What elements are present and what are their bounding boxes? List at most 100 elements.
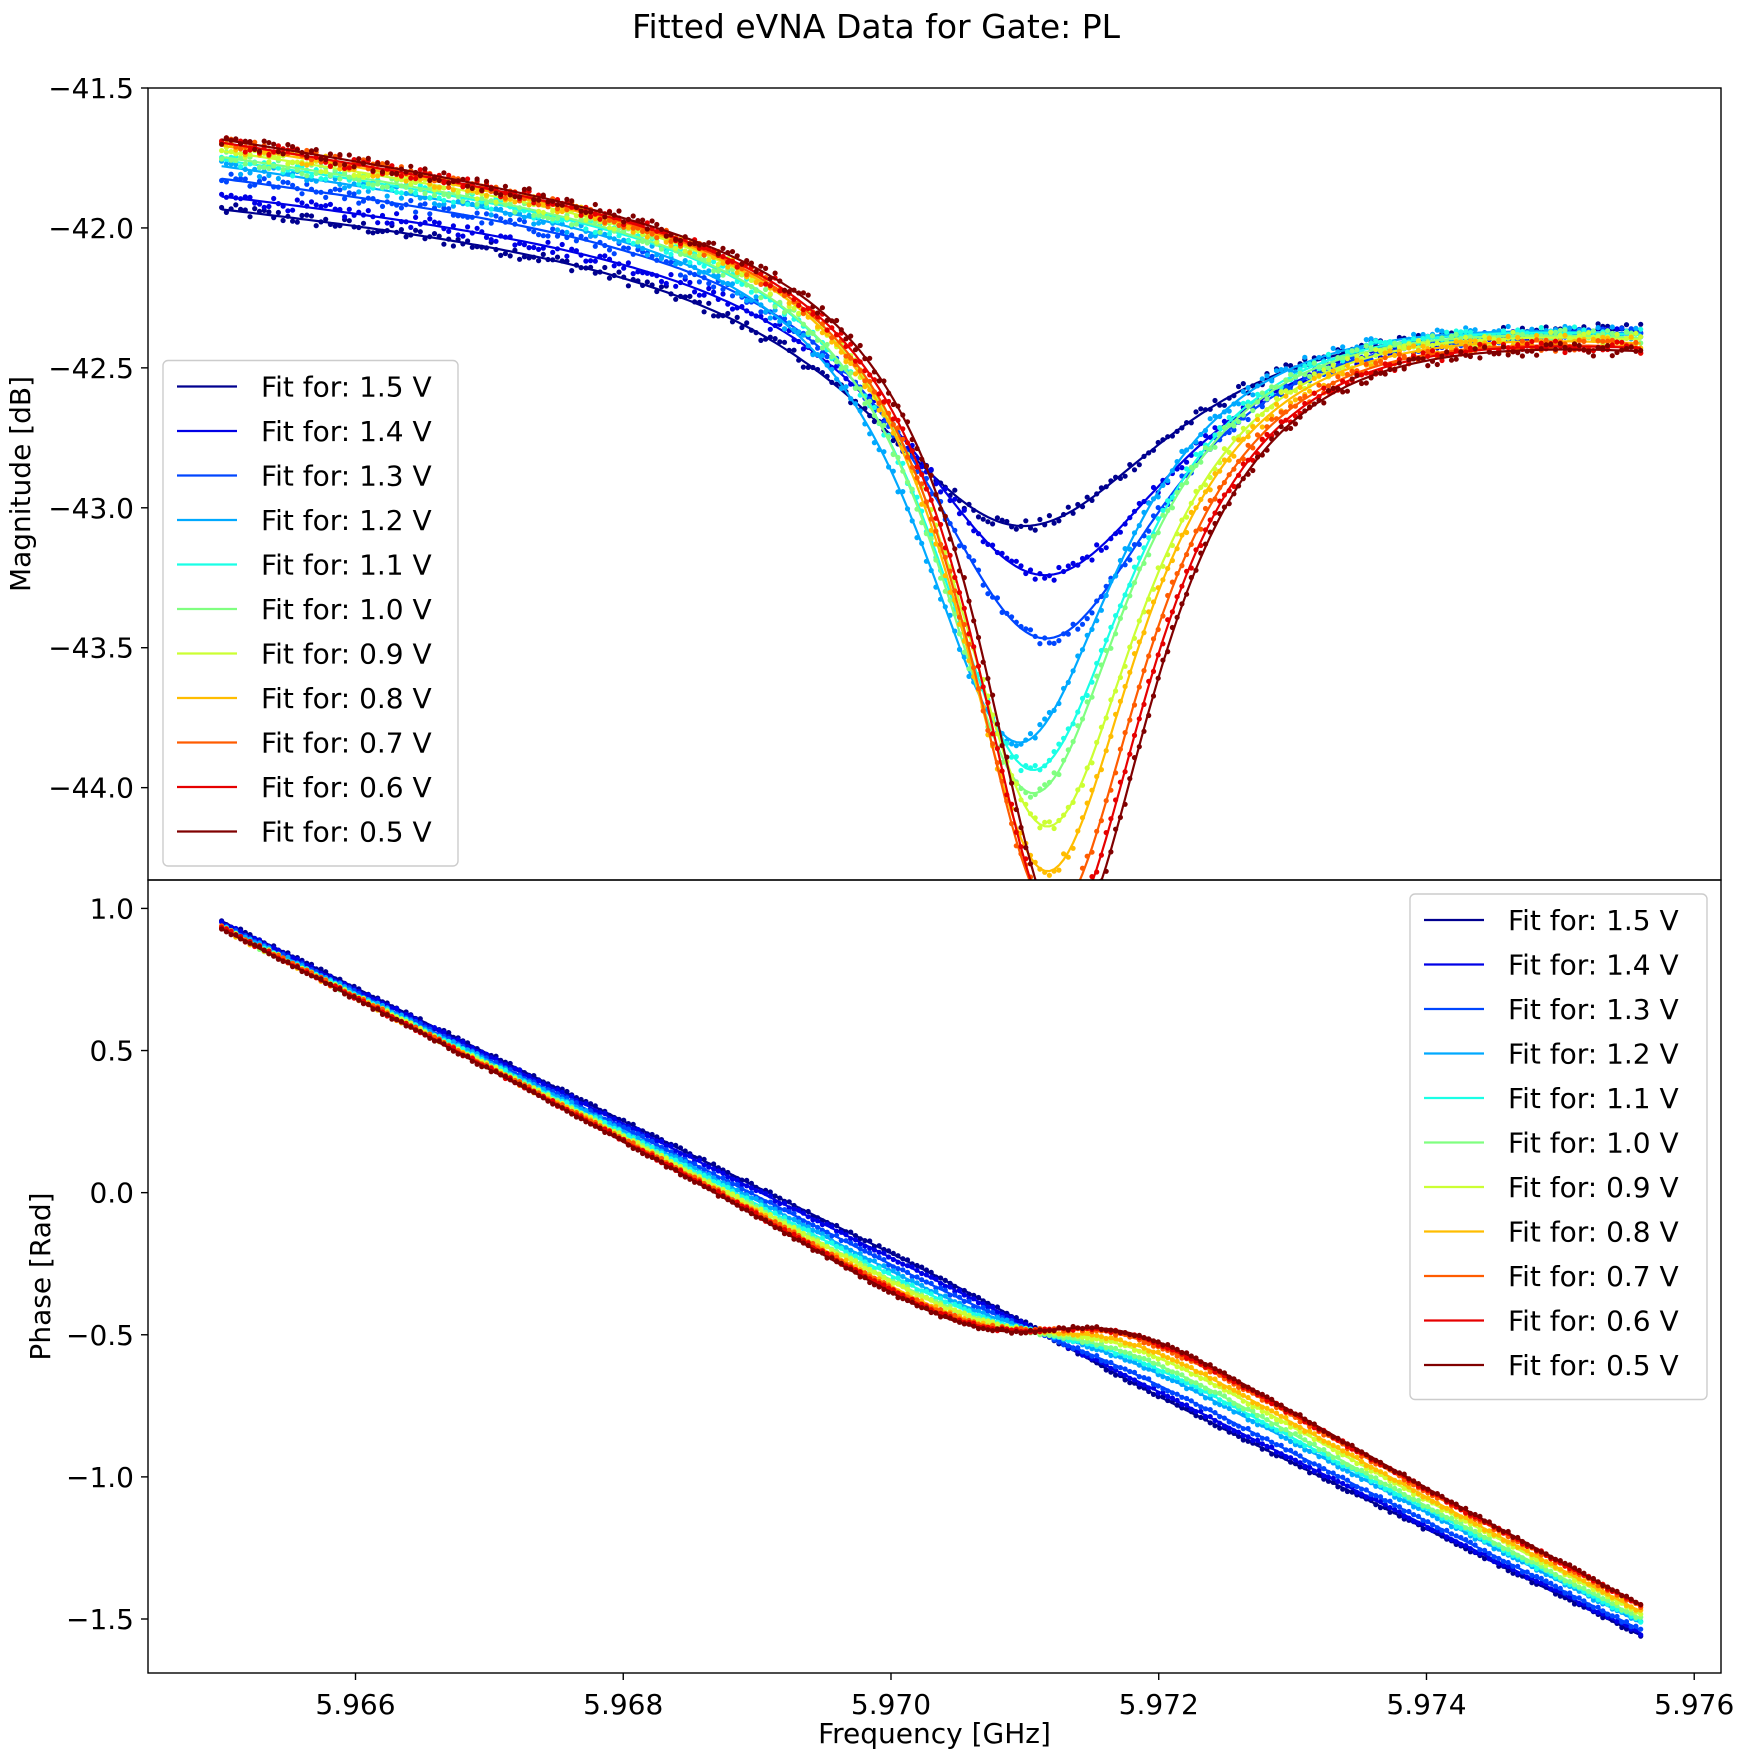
magnitude-point <box>379 169 386 175</box>
magnitude-point <box>1288 425 1294 431</box>
magnitude-point <box>1127 557 1133 563</box>
magnitude-legend-frame <box>162 359 459 867</box>
magnitude-point <box>980 516 986 522</box>
magnitude-point <box>819 345 826 351</box>
magnitude-point <box>1051 577 1057 583</box>
magnitude-point <box>247 194 253 200</box>
magnitude-point <box>422 190 428 196</box>
magnitude-point <box>1415 338 1421 344</box>
magnitude-point <box>1363 337 1369 343</box>
magnitude-point <box>635 247 641 253</box>
magnitude-point <box>1387 348 1393 354</box>
magnitude-point <box>1548 329 1554 335</box>
magnitude-point <box>360 184 367 190</box>
magnitude-point <box>299 212 305 219</box>
magnitude-point <box>275 175 281 182</box>
magnitude-point <box>1429 348 1436 354</box>
magnitude-point <box>725 310 731 317</box>
magnitude-point <box>772 304 778 310</box>
magnitude-point <box>318 156 324 162</box>
magnitude-point <box>1259 424 1265 430</box>
magnitude-point <box>1368 336 1374 342</box>
magnitude-point <box>1278 424 1284 430</box>
chart-title: Fitted eVNA Data for Gate: PL <box>632 7 1121 46</box>
magnitude-point <box>1571 341 1578 347</box>
magnitude-point <box>474 189 480 195</box>
magnitude-point <box>644 234 650 240</box>
magnitude-point <box>517 256 523 262</box>
magnitude-point <box>1037 641 1043 647</box>
magnitude-point <box>417 229 423 235</box>
magnitude-point <box>290 218 296 224</box>
magnitude-point <box>668 238 674 244</box>
magnitude-point <box>1013 526 1019 532</box>
magnitude-point <box>1316 382 1322 388</box>
magnitude-point <box>294 197 300 203</box>
magnitude-point <box>536 258 542 264</box>
magnitude-point <box>1463 325 1469 331</box>
magnitude-point <box>1259 390 1265 396</box>
magnitude-point <box>1179 448 1185 454</box>
magnitude-point <box>706 257 712 263</box>
magnitude-point <box>734 269 740 276</box>
magnitude-point <box>379 203 386 209</box>
magnitude-point <box>1098 547 1104 553</box>
magnitude-point <box>1538 325 1544 331</box>
magnitude-legend-label: Fit for: 0.8 V <box>261 682 432 715</box>
magnitude-point <box>450 243 456 249</box>
magnitude-point <box>446 206 452 212</box>
magnitude-point <box>1638 321 1644 327</box>
magnitude-point <box>673 283 679 289</box>
magnitude-point <box>483 178 490 184</box>
magnitude-point <box>441 201 447 207</box>
magnitude-point <box>479 220 485 226</box>
magnitude-point <box>408 224 414 230</box>
magnitude-point <box>346 165 352 171</box>
magnitude-point <box>517 217 523 223</box>
magnitude-point <box>1458 349 1464 355</box>
magnitude-point <box>711 259 717 265</box>
magnitude-point <box>1444 349 1450 355</box>
magnitude-y-tick-label: −43.5 <box>48 632 134 665</box>
magnitude-point <box>1009 741 1015 747</box>
magnitude-point <box>1288 400 1294 406</box>
magnitude-point <box>554 202 561 208</box>
magnitude-point <box>1302 354 1308 360</box>
magnitude-point <box>261 204 267 210</box>
magnitude-point <box>536 208 542 214</box>
magnitude-point <box>744 320 750 326</box>
magnitude-point <box>332 186 338 192</box>
magnitude-point <box>748 277 755 283</box>
magnitude-point <box>413 190 419 196</box>
magnitude-point <box>370 173 376 179</box>
magnitude-point <box>1623 322 1630 328</box>
magnitude-point <box>1207 416 1213 422</box>
phase-plot-area <box>219 918 1644 1639</box>
magnitude-point <box>1543 324 1549 330</box>
magnitude-point <box>1051 640 1057 647</box>
magnitude-point <box>531 197 537 203</box>
magnitude-point <box>654 235 660 241</box>
magnitude-point <box>1065 563 1071 569</box>
magnitude-point <box>635 239 641 245</box>
magnitude-point <box>384 220 390 226</box>
magnitude-point <box>767 326 773 332</box>
magnitude-point <box>819 353 826 359</box>
magnitude-point <box>1543 342 1549 348</box>
magnitude-point <box>512 194 518 200</box>
magnitude-point <box>1633 325 1639 331</box>
magnitude-point <box>583 226 589 232</box>
magnitude-point <box>422 166 428 172</box>
magnitude-point <box>275 149 281 155</box>
magnitude-point <box>502 195 508 201</box>
magnitude-point <box>521 242 528 248</box>
magnitude-point <box>711 240 717 246</box>
magnitude-point <box>800 307 807 313</box>
magnitude-point <box>356 172 362 178</box>
magnitude-point <box>1221 402 1227 408</box>
magnitude-point <box>867 355 873 361</box>
magnitude-point <box>569 268 575 274</box>
magnitude-point <box>649 231 655 237</box>
magnitude-point <box>1122 473 1128 479</box>
